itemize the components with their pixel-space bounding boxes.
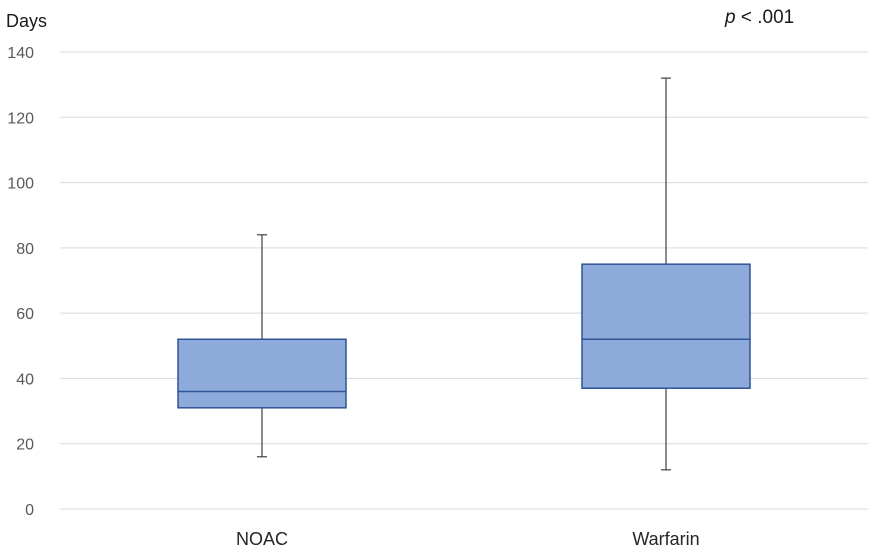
y-tick-label-140: 140: [7, 45, 34, 62]
p-value-annotation: p < .001: [724, 7, 794, 28]
box-noac: [177, 234, 347, 458]
x-category-label-warfarin: Warfarin: [632, 529, 699, 549]
p-value-text: < .001: [736, 7, 795, 28]
y-tick-label-120: 120: [7, 110, 34, 127]
x-axis-category-labels: NOAC Warfarin: [236, 529, 700, 549]
p-value-symbol: p: [724, 7, 736, 28]
iqr-box: [581, 263, 751, 389]
y-tick-label-20: 20: [16, 437, 34, 454]
y-tick-label-100: 100: [7, 176, 34, 193]
y-axis-ticks: 0 20 40 60 80 100 120 140: [7, 45, 34, 519]
y-tick-label-0: 0: [25, 502, 34, 519]
x-category-label-noac: NOAC: [236, 529, 288, 549]
box-warfarin: [581, 77, 751, 471]
boxes: [177, 77, 751, 471]
y-axis-unit-label: Days: [6, 11, 47, 31]
y-tick-label-40: 40: [16, 371, 34, 388]
iqr-box: [177, 338, 347, 409]
y-tick-label-80: 80: [16, 241, 34, 258]
y-tick-label-60: 60: [16, 306, 34, 323]
